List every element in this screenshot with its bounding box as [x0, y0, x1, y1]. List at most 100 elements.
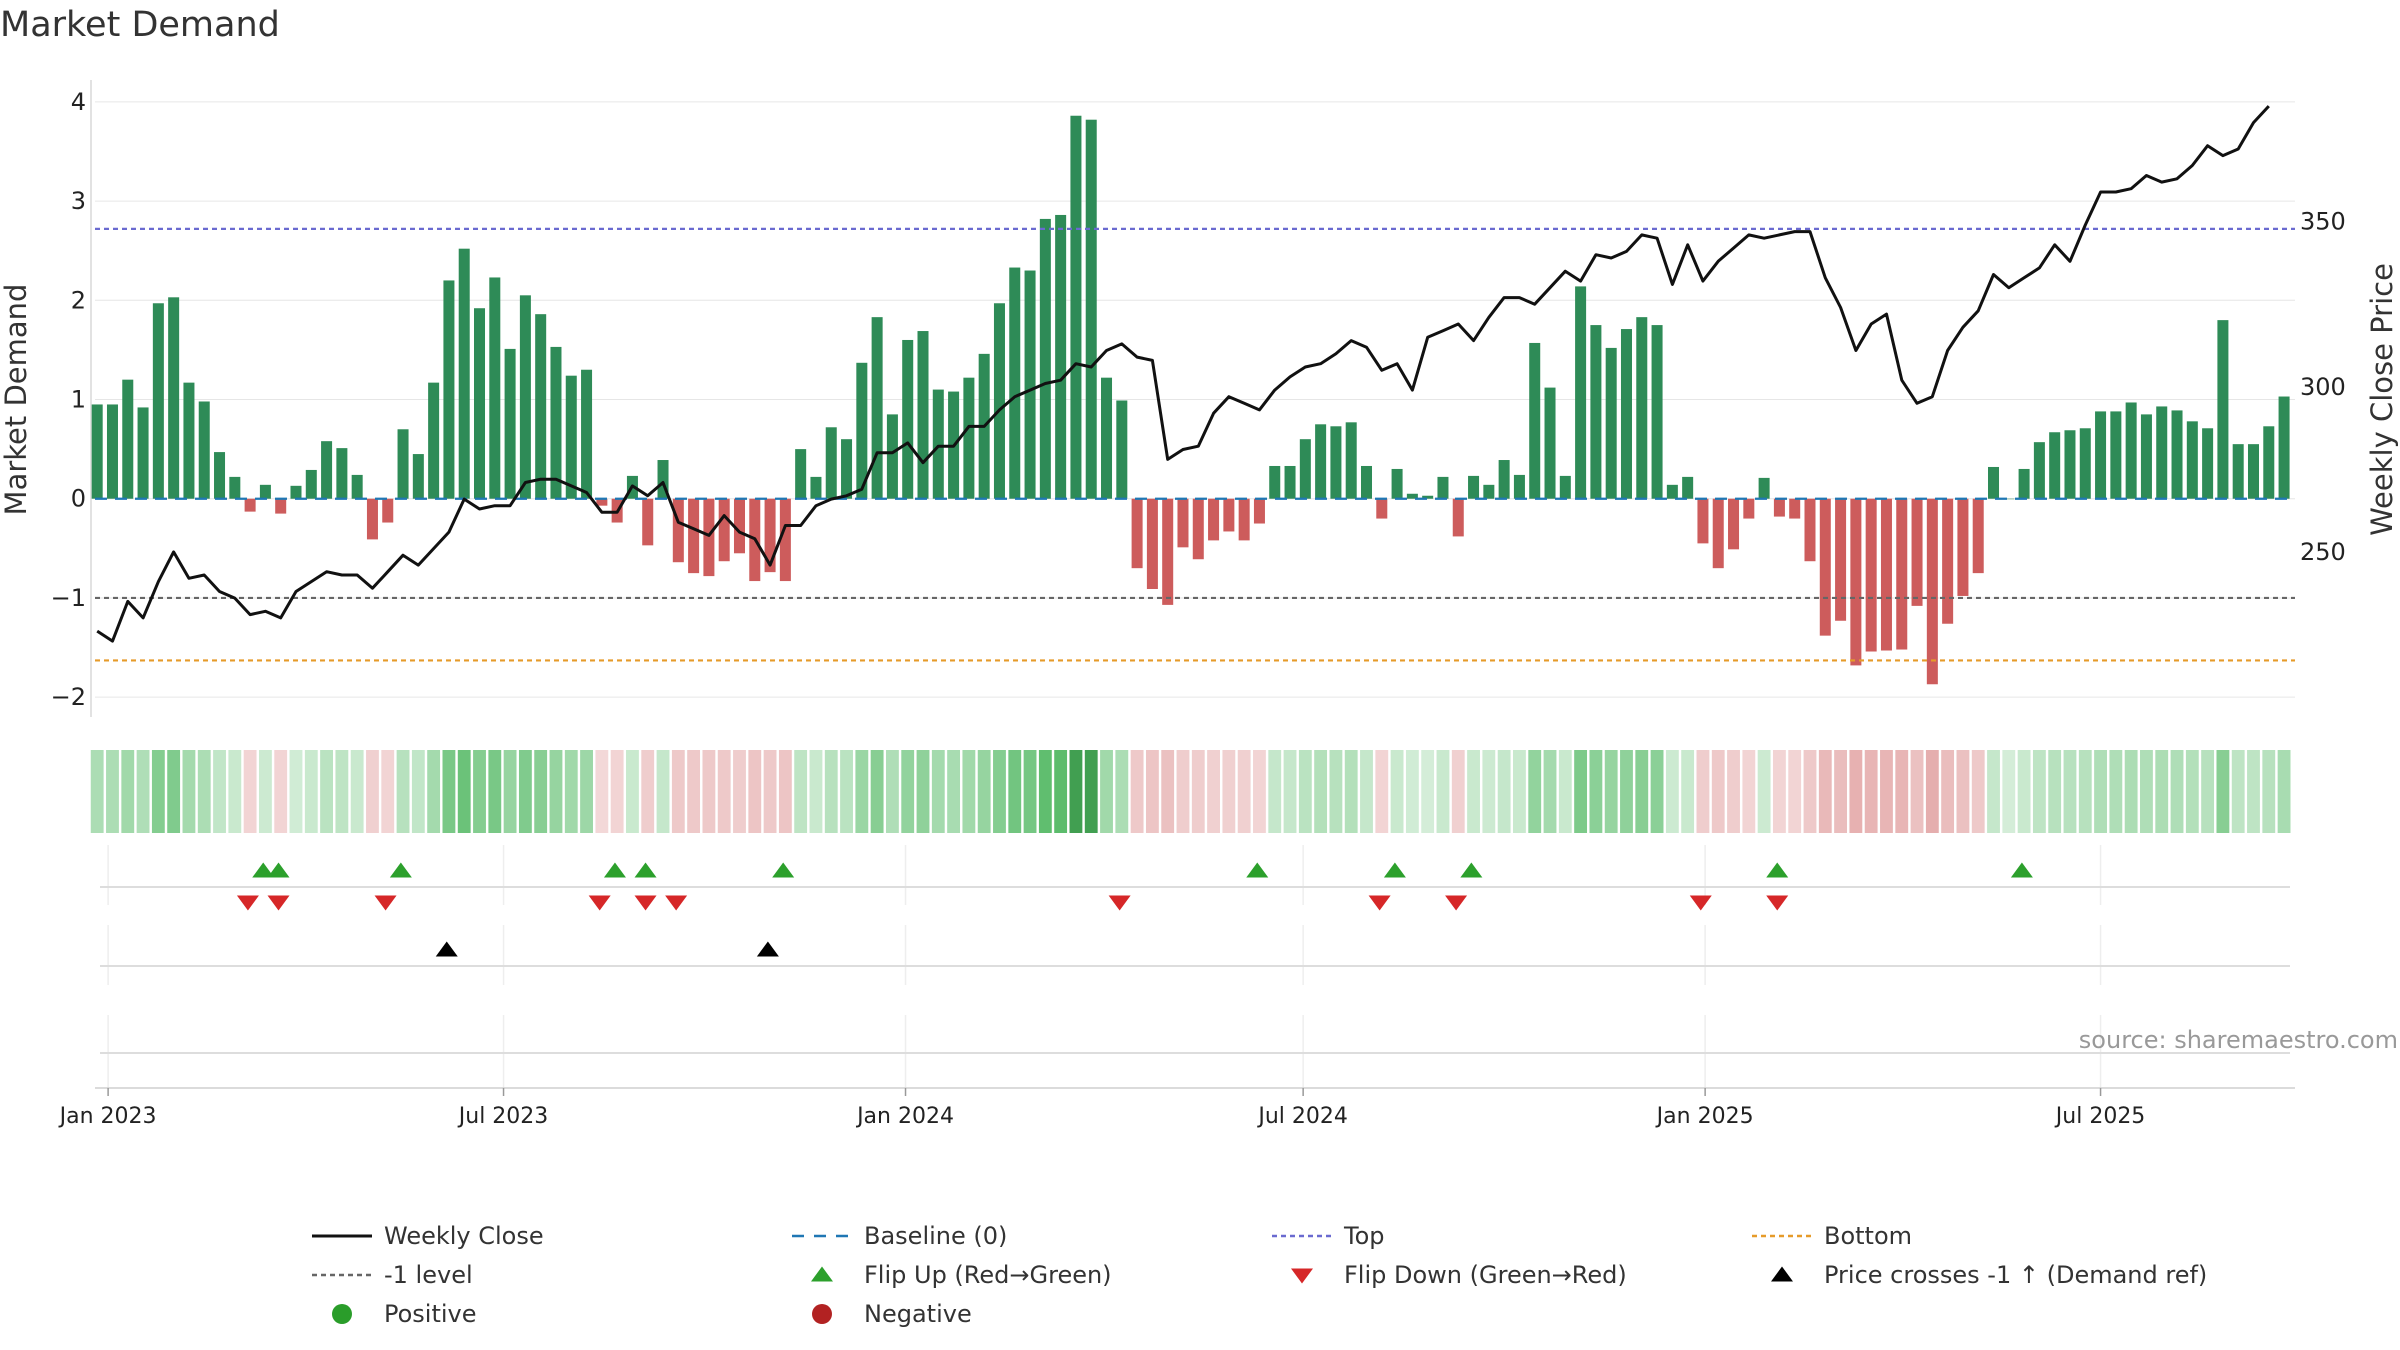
- heat-cell: [2109, 750, 2123, 833]
- flip-up-marker: [1766, 862, 1789, 878]
- heat-cell: [2002, 750, 2016, 833]
- demand-bar: [1666, 484, 1678, 499]
- heat-cell: [671, 750, 685, 833]
- heat-cell: [2216, 750, 2230, 833]
- price-cross-marker: [756, 941, 779, 957]
- heat-cell: [1543, 750, 1557, 833]
- heat-cell: [1910, 750, 1924, 833]
- demand-bar: [229, 476, 241, 499]
- demand-bar: [1605, 347, 1617, 499]
- demand-bar: [1789, 498, 1801, 519]
- heat-cell: [1237, 750, 1251, 833]
- legend-triangle-up-swatch: [1771, 1266, 1793, 1282]
- demand-bar: [1315, 424, 1327, 499]
- demand-bar: [1376, 498, 1388, 519]
- demand-bar: [2064, 430, 2076, 499]
- y-tick-label: 1: [71, 386, 86, 414]
- demand-bar: [1850, 498, 1862, 666]
- demand-bar: [1972, 498, 1984, 574]
- demand-bar: [1651, 325, 1663, 499]
- heat-cell: [1650, 750, 1664, 833]
- legend-triangle-up-swatch: [811, 1266, 833, 1282]
- flip-up-marker: [634, 862, 657, 878]
- heat-cell: [748, 750, 762, 833]
- demand-bar: [168, 297, 180, 499]
- demand-bar: [657, 460, 669, 499]
- demand-bar: [1085, 119, 1097, 499]
- demand-bar: [336, 448, 348, 499]
- heat-cell: [503, 750, 517, 833]
- heat-cell: [931, 750, 945, 833]
- demand-bar: [2140, 414, 2152, 499]
- demand-bar: [1865, 498, 1877, 652]
- demand-bar: [902, 339, 914, 499]
- heat-cell: [1207, 750, 1220, 833]
- heat-cell: [1941, 750, 1955, 833]
- demand-bar: [825, 427, 837, 499]
- heat-cell: [442, 750, 456, 833]
- legend-triangle-down-swatch: [1291, 1268, 1313, 1284]
- heat-cell: [1314, 750, 1328, 833]
- demand-bar: [152, 303, 164, 499]
- demand-bar: [1942, 498, 1954, 624]
- demand-bar: [122, 379, 134, 499]
- demand-bar: [1819, 498, 1831, 636]
- flip-up-marker: [389, 862, 412, 878]
- demand-bar: [183, 382, 195, 499]
- heat-cell: [518, 750, 532, 833]
- demand-bar: [1575, 286, 1587, 499]
- heat-cell: [610, 750, 624, 833]
- heat-cell: [1023, 750, 1037, 833]
- heat-cell: [1956, 750, 1970, 833]
- demand-bar: [932, 389, 944, 499]
- heat-cell: [1451, 750, 1465, 833]
- demand-bar: [1590, 325, 1602, 499]
- demand-bar: [856, 362, 868, 499]
- heat-cell: [396, 750, 410, 833]
- heat-cell: [1574, 750, 1588, 833]
- legend-label: Flip Down (Green→Red): [1344, 1261, 1627, 1289]
- heat-cell: [1375, 750, 1389, 833]
- y2-axis-title: Weekly Close Price: [2365, 263, 2399, 536]
- demand-bar: [1682, 476, 1694, 499]
- demand-bar: [779, 498, 791, 582]
- y2-tick-label: 350: [2300, 208, 2346, 236]
- heat-cell: [993, 750, 1006, 833]
- flip-down-marker: [267, 895, 290, 911]
- flip-up-marker: [603, 862, 626, 878]
- demand-bar: [1177, 498, 1189, 548]
- demand-bar: [565, 375, 577, 499]
- demand-bar: [2263, 426, 2275, 499]
- demand-bar: [2003, 498, 2015, 500]
- demand-bar: [2232, 444, 2244, 499]
- flip-down-marker: [236, 895, 259, 911]
- flip-up-marker: [2010, 862, 2033, 878]
- demand-bar: [2110, 411, 2122, 499]
- demand-bar: [2186, 421, 2198, 499]
- legend-item-flip_up: Flip Up (Red→Green): [811, 1261, 1112, 1289]
- heat-cell: [1727, 750, 1740, 833]
- flip-up-marker: [772, 862, 795, 878]
- legend: Weekly Close Baseline (0) Top Bottom -1 leve…: [312, 1222, 2207, 1328]
- heat-cell: [366, 750, 379, 833]
- legend-label: Weekly Close: [384, 1222, 544, 1250]
- legend-label: Flip Up (Red→Green): [864, 1261, 1112, 1289]
- flip-up-marker: [1246, 862, 1269, 878]
- demand-bar: [275, 498, 287, 514]
- demand-bar: [305, 469, 317, 499]
- heat-cell: [1176, 750, 1190, 833]
- demand-bar: [2079, 428, 2091, 499]
- heat-cell: [1880, 750, 1893, 833]
- heat-cell: [411, 750, 425, 833]
- demand-bar: [321, 441, 333, 499]
- heat-cell: [549, 750, 563, 833]
- demand-bar: [519, 295, 531, 499]
- demand-bar: [1024, 270, 1036, 499]
- heat-cell: [1054, 750, 1068, 833]
- heat-cell: [794, 750, 808, 833]
- heat-cell: [2063, 750, 2077, 833]
- heat-cell: [1589, 750, 1603, 833]
- heat-cell: [1513, 750, 1526, 833]
- heat-cell: [2017, 750, 2031, 833]
- heat-cell: [381, 750, 395, 833]
